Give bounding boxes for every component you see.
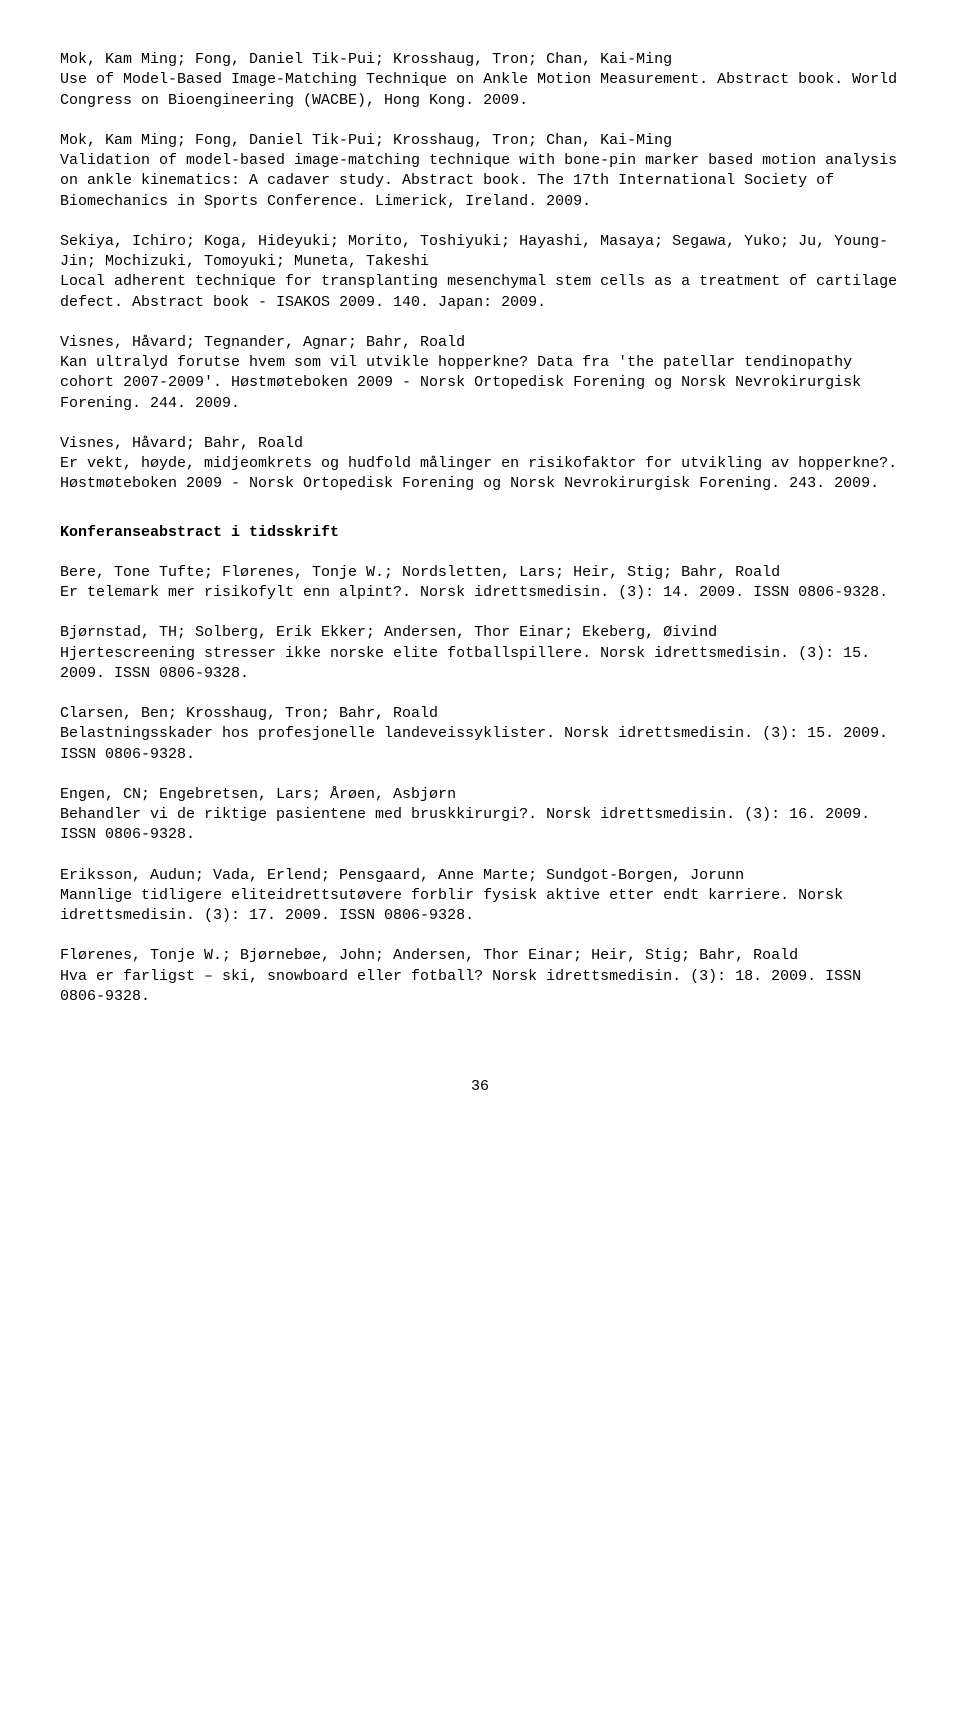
bibliography-entry: Clarsen, Ben; Krosshaug, Tron; Bahr, Roa…	[60, 704, 900, 765]
bibliography-entry: Engen, CN; Engebretsen, Lars; Årøen, Asb…	[60, 785, 900, 846]
bibliography-entry: Mok, Kam Ming; Fong, Daniel Tik-Pui; Kro…	[60, 50, 900, 111]
bibliography-entry: Flørenes, Tonje W.; Bjørnebøe, John; And…	[60, 946, 900, 1007]
bibliography-entry: Sekiya, Ichiro; Koga, Hideyuki; Morito, …	[60, 232, 900, 313]
bibliography-entry: Visnes, Håvard; Bahr, RoaldEr vekt, høyd…	[60, 434, 900, 495]
section-heading: Konferanseabstract i tidsskrift	[60, 523, 900, 543]
bibliography-entry: Mok, Kam Ming; Fong, Daniel Tik-Pui; Kro…	[60, 131, 900, 212]
bibliography-entry: Eriksson, Audun; Vada, Erlend; Pensgaard…	[60, 866, 900, 927]
page-number: 36	[60, 1077, 900, 1097]
bibliography-entry: Visnes, Håvard; Tegnander, Agnar; Bahr, …	[60, 333, 900, 414]
bibliography-entry: Bjørnstad, TH; Solberg, Erik Ekker; Ande…	[60, 623, 900, 684]
bibliography-entry: Bere, Tone Tufte; Flørenes, Tonje W.; No…	[60, 563, 900, 604]
